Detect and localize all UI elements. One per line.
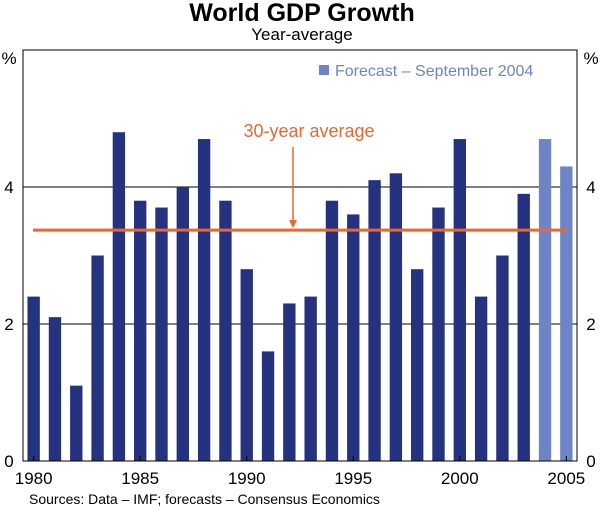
- chart-title: World GDP Growth: [189, 0, 414, 27]
- bar: [240, 269, 253, 461]
- bar: [432, 207, 445, 461]
- source-note: Sources: Data – IMF; forecasts – Consens…: [29, 491, 380, 507]
- bar: [91, 255, 104, 461]
- y-unit-right: %: [583, 49, 598, 68]
- x-tick-label: 1980: [15, 469, 53, 488]
- x-tick-label: 1995: [334, 469, 372, 488]
- bar: [453, 139, 466, 462]
- bar: [347, 214, 360, 461]
- average-arrow: [289, 147, 297, 229]
- y-tick-label-left: 0: [4, 452, 13, 471]
- bar: [496, 255, 509, 461]
- bar: [219, 200, 232, 461]
- x-ticks: 1980 1985 1990 1995 2000 2005: [15, 456, 585, 488]
- bar: [560, 166, 573, 461]
- bar: [70, 385, 83, 461]
- bar: [517, 193, 530, 461]
- bar: [474, 296, 488, 461]
- y-tick-label-right: 0: [586, 452, 595, 471]
- bar: [134, 200, 147, 461]
- bar: [155, 207, 168, 461]
- x-tick-label: 1990: [228, 469, 266, 488]
- x-tick-label: 1985: [121, 469, 159, 488]
- y-tick-label-right: 2: [586, 315, 595, 334]
- chart-subtitle: Year-average: [251, 25, 352, 44]
- y-tick-label-left: 2: [4, 315, 13, 334]
- gridlines: [23, 186, 577, 325]
- bar: [48, 317, 62, 461]
- legend: Forecast – September 2004: [319, 63, 533, 80]
- bar: [112, 132, 126, 461]
- bar: [176, 187, 189, 461]
- bar: [261, 351, 275, 461]
- plot-frame: [22, 49, 578, 462]
- bar: [27, 296, 40, 461]
- bar: [538, 139, 552, 462]
- x-tick-label: 2000: [441, 469, 479, 488]
- bar: [304, 296, 317, 461]
- y-tick-label-right: 4: [586, 178, 595, 197]
- y-ticks: 0 0 2 2 4 4: [4, 178, 595, 471]
- bar: [283, 303, 296, 461]
- y-tick-label-left: 4: [4, 178, 13, 197]
- average-arrow-head: [289, 220, 297, 229]
- average-line-label: 30-year average: [243, 121, 374, 141]
- y-unit-left: %: [1, 49, 16, 68]
- bar: [368, 180, 381, 461]
- bars: [27, 132, 573, 462]
- bar: [411, 269, 424, 461]
- x-tick-label: 2005: [547, 469, 585, 488]
- legend-label: Forecast – September 2004: [335, 63, 533, 80]
- bar: [389, 173, 403, 462]
- legend-swatch: [319, 65, 329, 75]
- bar: [197, 139, 211, 462]
- bar: [325, 200, 339, 461]
